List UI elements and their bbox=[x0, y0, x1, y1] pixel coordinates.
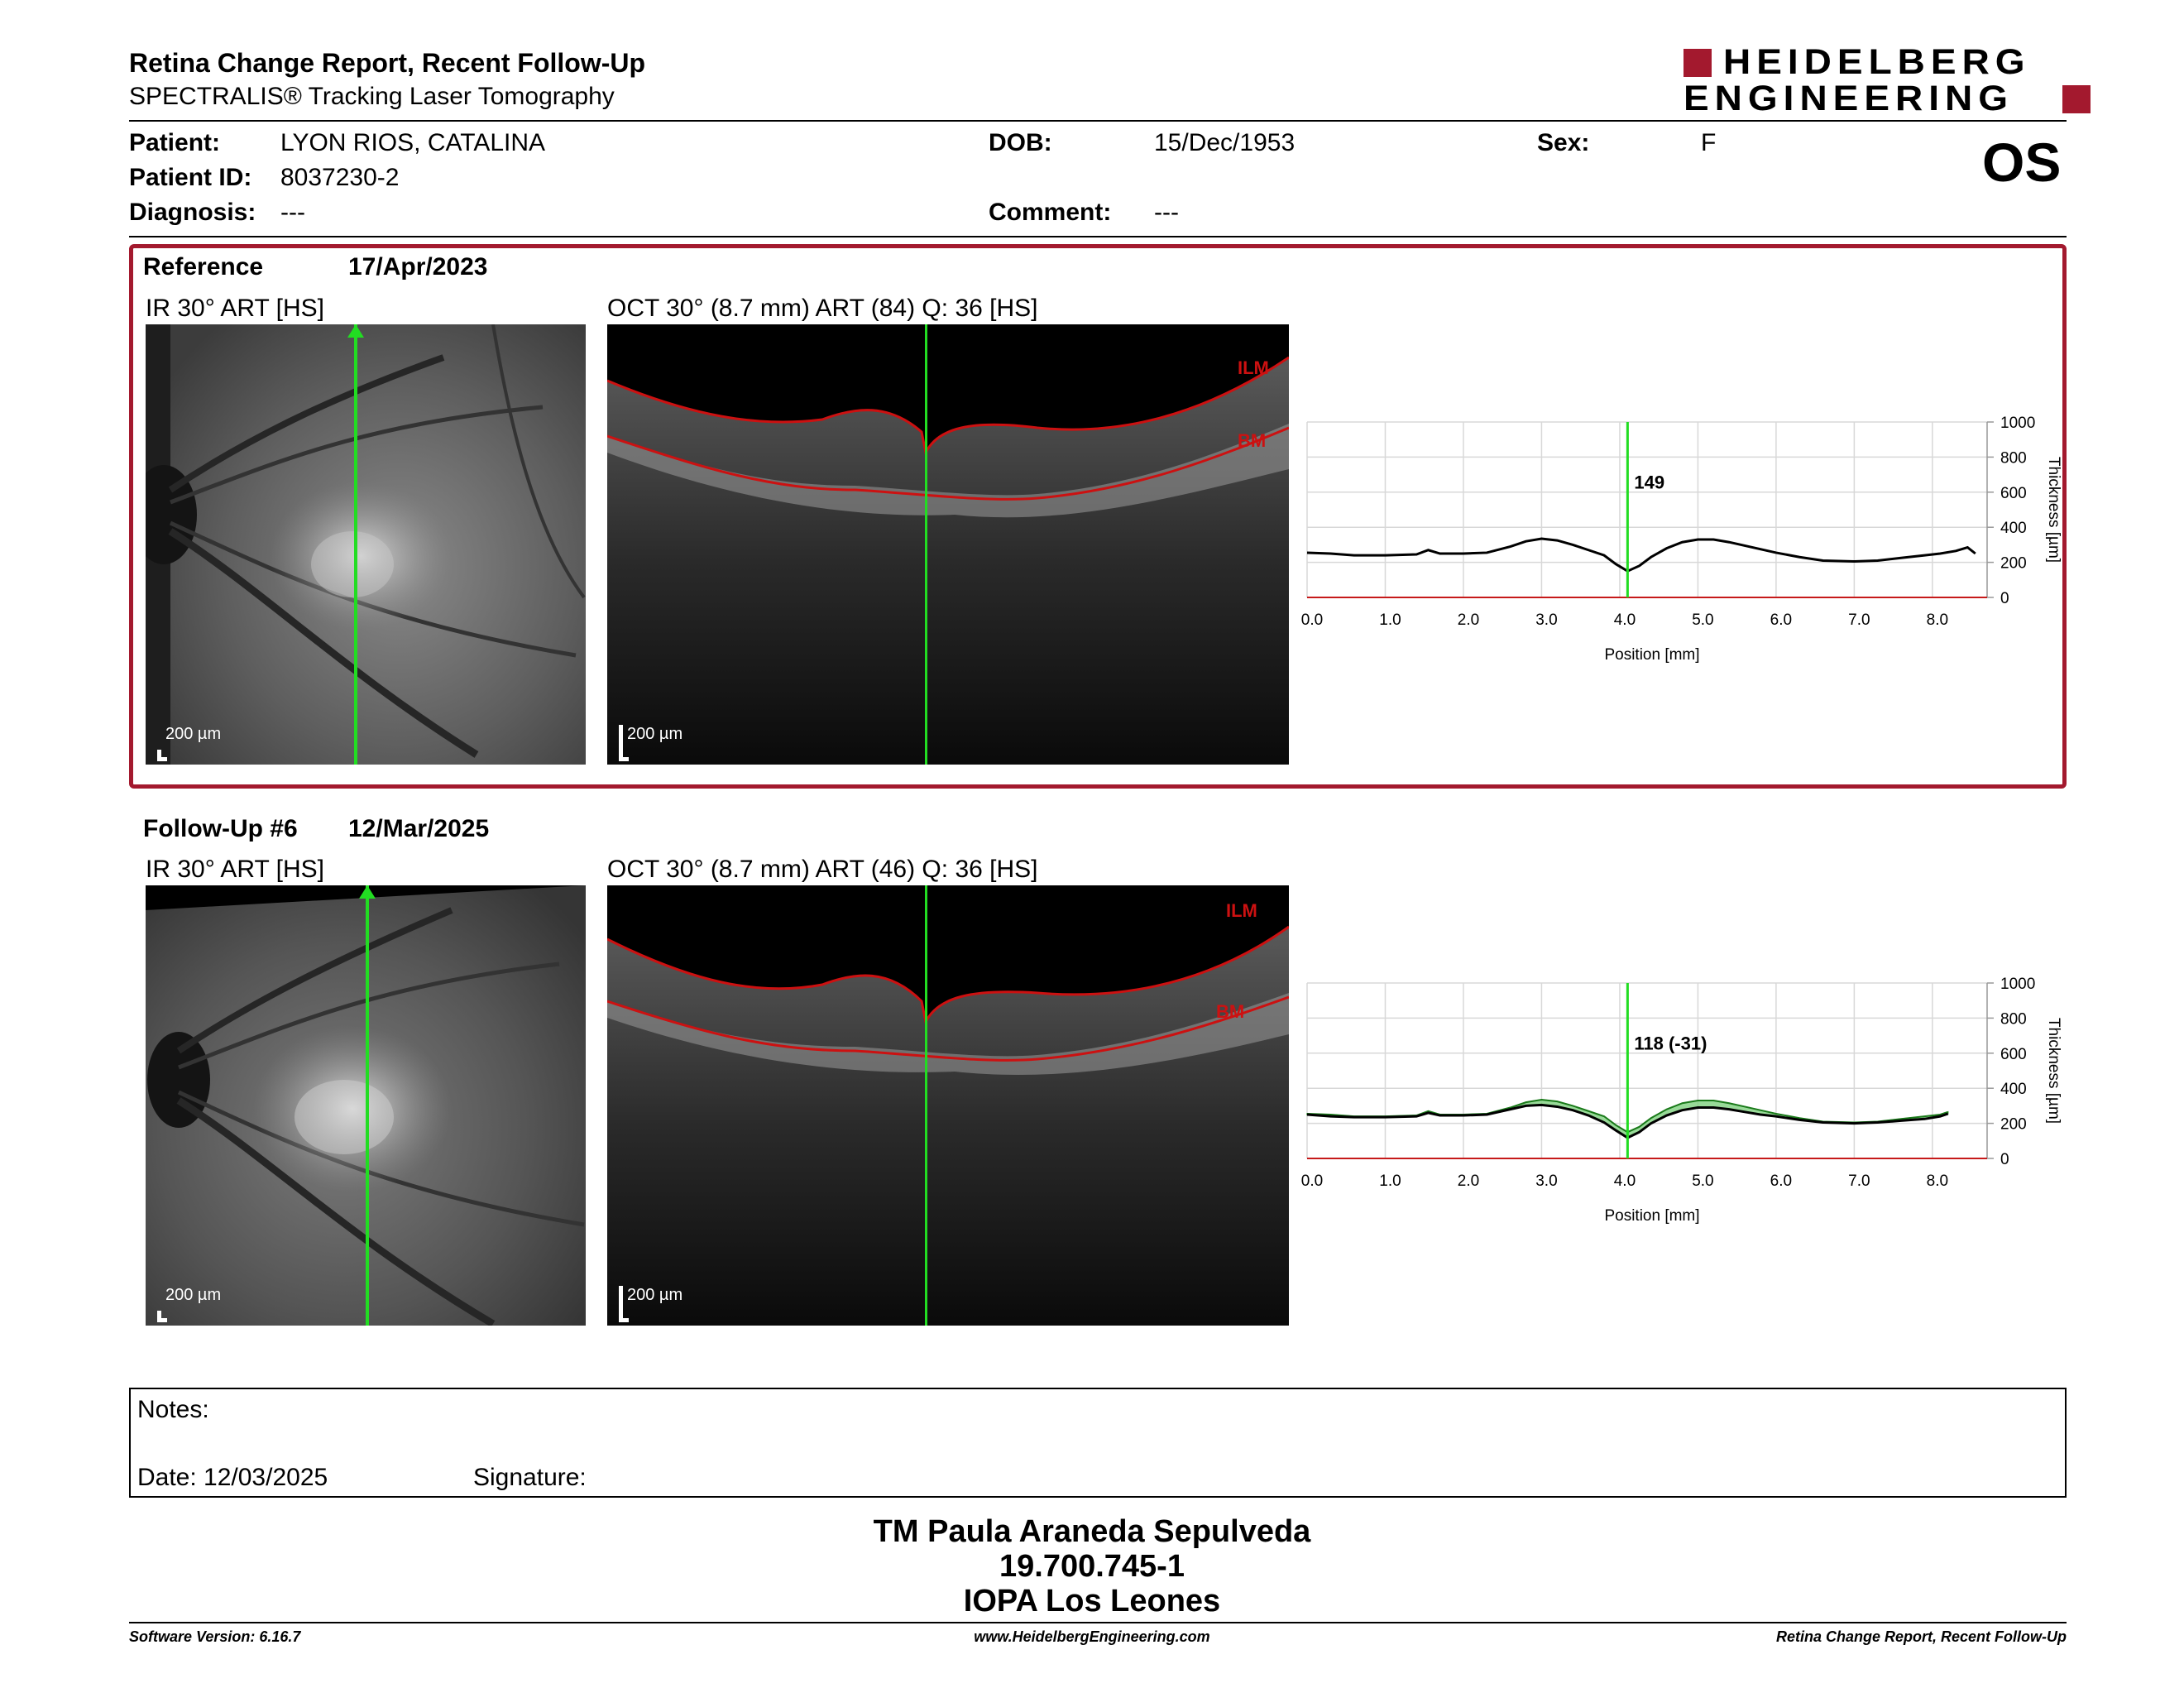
followup-chart-ytick-label: 800 bbox=[2000, 1010, 2027, 1028]
followup-chart-xlabel: Position [mm] bbox=[1604, 1207, 1699, 1225]
reference-chart-ytick-label: 800 bbox=[2000, 449, 2027, 467]
sex-value: F bbox=[1701, 129, 1717, 156]
followup-chart-xtick-label: 0.0 bbox=[1301, 1172, 1323, 1190]
reference-chart-xtick-label: 8.0 bbox=[1927, 611, 1948, 629]
reference-chart-marker-value: 149 bbox=[1634, 472, 1664, 493]
reference-frame bbox=[129, 244, 2067, 789]
reference-chart-ytick-label: 200 bbox=[2000, 555, 2027, 573]
footer-software-version: Software Version: 6.16.7 bbox=[129, 1628, 301, 1645]
followup-ir-title: IR 30° ART [HS] bbox=[146, 856, 324, 883]
followup-chart-xtick-label: 2.0 bbox=[1458, 1172, 1479, 1190]
reference-chart-ytick-label: 1000 bbox=[2000, 415, 2035, 432]
notes-date: Date: 12/03/2025 bbox=[137, 1464, 328, 1491]
comment-value: --- bbox=[1154, 199, 1179, 226]
reference-chart-ytick-label: 600 bbox=[2000, 485, 2027, 502]
reference-chart-xtick-label: 3.0 bbox=[1535, 611, 1557, 629]
reference-oct-scalebar: 200 µm bbox=[619, 725, 702, 761]
followup-oct-image: ILM BM 200 µm bbox=[607, 885, 1289, 1326]
reference-bm-label: BM bbox=[1238, 430, 1267, 451]
logo-line2: ENGINEERING bbox=[1684, 78, 2014, 118]
notes-signature: Signature: bbox=[473, 1464, 587, 1491]
notes-box[interactable]: Notes: Date: 12/03/2025 Signature: bbox=[129, 1388, 2067, 1498]
reference-ir-scalebar: 200 µm bbox=[157, 725, 240, 761]
followup-oct-title: OCT 30° (8.7 mm) ART (46) Q: 36 [HS] bbox=[607, 856, 1038, 883]
reference-scan-arrow-icon bbox=[347, 324, 364, 338]
reference-chart-xtick-label: 0.0 bbox=[1301, 611, 1323, 629]
reference-chart-xtick-label: 5.0 bbox=[1692, 611, 1713, 629]
signature-name: TM Paula Araneda Sepulveda bbox=[873, 1514, 1311, 1549]
reference-oct-scanline bbox=[925, 324, 927, 765]
reference-chart-series-line-0 bbox=[1306, 537, 1976, 573]
footer-divider bbox=[129, 1622, 2067, 1623]
reference-ir-image: 200 µm bbox=[146, 324, 586, 765]
diagnosis-label: Diagnosis: bbox=[129, 199, 256, 226]
reference-oct-image: ILM BM 200 µm bbox=[607, 324, 1289, 765]
reference-chart-ylabel: Thickness [µm] bbox=[2045, 457, 2062, 563]
followup-label: Follow-Up #6 bbox=[143, 815, 298, 842]
followup-chart-series-line-1 bbox=[1306, 1103, 1949, 1139]
followup-chart-xtick-label: 8.0 bbox=[1927, 1172, 1948, 1190]
dob-label: DOB: bbox=[989, 129, 1052, 156]
followup-chart-ytick-label: 200 bbox=[2000, 1116, 2027, 1134]
report-title: Retina Change Report, Recent Follow-Up bbox=[129, 48, 646, 78]
followup-chart-xtick-label: 5.0 bbox=[1692, 1172, 1713, 1190]
reference-date: 17/Apr/2023 bbox=[348, 253, 488, 281]
followup-chart-xtick-label: 1.0 bbox=[1379, 1172, 1401, 1190]
reference-label: Reference bbox=[143, 253, 264, 281]
followup-oct-scalebar: 200 µm bbox=[619, 1286, 702, 1322]
followup-ir-scanline bbox=[366, 885, 369, 1326]
patient-divider bbox=[129, 236, 2067, 237]
followup-ilm-label: ILM bbox=[1226, 900, 1257, 921]
dob-value: 15/Dec/1953 bbox=[1154, 129, 1296, 156]
reference-ir-title: IR 30° ART [HS] bbox=[146, 295, 324, 322]
followup-chart-xtick-label: 7.0 bbox=[1848, 1172, 1870, 1190]
signature-id: 19.700.745-1 bbox=[999, 1549, 1185, 1584]
followup-ir-image: 200 µm bbox=[146, 885, 586, 1326]
reference-chart-xlabel: Position [mm] bbox=[1604, 646, 1699, 664]
reference-chart-xtick-label: 1.0 bbox=[1379, 611, 1401, 629]
followup-chart-plot: 0.0 1.0 2.0 3.0 4.0 5.0 6.0 7.0 8.0 0 200 400 600 800… bbox=[1301, 976, 2062, 1225]
logo-line1: HEIDELBERG bbox=[1723, 41, 2031, 82]
patient-label: Patient: bbox=[129, 129, 221, 156]
reference-oct-title: OCT 30° (8.7 mm) ART (84) Q: 36 [HS] bbox=[607, 295, 1038, 322]
report-subtitle: SPECTRALIS® Tracking Laser Tomography bbox=[129, 83, 615, 110]
reference-chart-ytick-label: 400 bbox=[2000, 520, 2027, 537]
followup-chart-ytick-label: 400 bbox=[2000, 1081, 2027, 1098]
followup-bm-label: BM bbox=[1216, 1001, 1245, 1022]
sex-label: Sex: bbox=[1537, 129, 1590, 156]
comment-label: Comment: bbox=[989, 199, 1112, 226]
followup-chart-xtick-label: 3.0 bbox=[1535, 1172, 1557, 1190]
patient-id: 8037230-2 bbox=[280, 164, 400, 191]
followup-thickness-chart: 0.0 1.0 2.0 3.0 4.0 5.0 6.0 7.0 8.0 0 200 400 600 800… bbox=[1301, 976, 2062, 1225]
followup-chart-xtick-label: 6.0 bbox=[1770, 1172, 1792, 1190]
notes-label: Notes: bbox=[137, 1396, 209, 1423]
header-divider bbox=[129, 120, 2067, 122]
diagnosis-value: --- bbox=[280, 199, 305, 226]
reference-chart-xtick-label: 2.0 bbox=[1458, 611, 1479, 629]
footer-website[interactable]: www.HeidelbergEngineering.com bbox=[974, 1628, 1210, 1645]
reference-thickness-chart: 0.0 1.0 2.0 3.0 4.0 5.0 6.0 7.0 8.0 0 200 400 600 800… bbox=[1301, 415, 2062, 664]
followup-ir-scalebar: 200 µm bbox=[157, 1286, 240, 1322]
reference-chart-plot: 0.0 1.0 2.0 3.0 4.0 5.0 6.0 7.0 8.0 0 200 400 600 800… bbox=[1301, 415, 2062, 664]
followup-chart-xtick-label: 4.0 bbox=[1614, 1172, 1636, 1190]
reference-chart-xtick-label: 4.0 bbox=[1614, 611, 1636, 629]
followup-chart-ytick-label: 1000 bbox=[2000, 976, 2035, 993]
followup-date: 12/Mar/2025 bbox=[348, 815, 490, 842]
patient-name: LYON RIOS, CATALINA bbox=[280, 129, 546, 156]
reference-ilm-label: ILM bbox=[1238, 357, 1269, 378]
followup-scan-arrow-icon bbox=[359, 885, 376, 899]
patient-id-label: Patient ID: bbox=[129, 164, 252, 191]
followup-chart-marker-value: 118 (-31) bbox=[1634, 1033, 1707, 1054]
followup-chart-ylabel: Thickness [µm] bbox=[2045, 1018, 2062, 1124]
eye-indicator: OS bbox=[1982, 132, 2062, 193]
followup-chart-ytick-label: 0 bbox=[2000, 1151, 2009, 1168]
footer-report-name: Retina Change Report, Recent Follow-Up bbox=[1775, 1628, 2067, 1645]
reference-chart-xtick-label: 6.0 bbox=[1770, 611, 1792, 629]
followup-oct-scanline bbox=[925, 885, 927, 1326]
reference-ir-scanline bbox=[354, 324, 357, 765]
signature-institution: IOPA Los Leones bbox=[963, 1584, 1221, 1618]
followup-chart-ytick-label: 600 bbox=[2000, 1046, 2027, 1063]
reference-chart-xtick-label: 7.0 bbox=[1848, 611, 1870, 629]
reference-chart-ytick-label: 0 bbox=[2000, 590, 2009, 607]
